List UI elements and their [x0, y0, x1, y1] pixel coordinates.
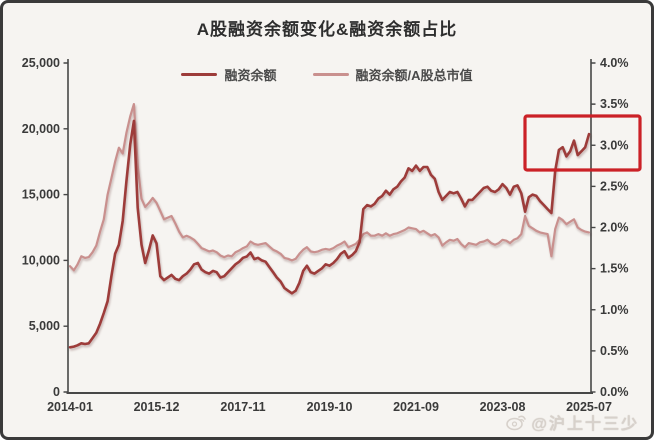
- watermark: @沪上十三少: [505, 410, 639, 434]
- right-axis-label: 4.0%: [600, 56, 629, 70]
- x-axis-label: 2014-01: [47, 400, 93, 414]
- x-axis-label: 2025-07: [566, 400, 612, 414]
- right-axis-label: 1.0%: [600, 303, 629, 317]
- weibo-icon: [506, 415, 527, 431]
- x-axis-label: 2015-12: [134, 400, 180, 414]
- x-axis-label: 2021-09: [393, 400, 439, 414]
- right-axis-label: 2.5%: [600, 179, 629, 193]
- series-line-margin-ratio: [68, 103, 591, 272]
- legend-label: 融资余额/A股总市值: [355, 68, 473, 83]
- right-axis-label: 3.0%: [600, 138, 629, 152]
- series-line-margin-balance: [68, 119, 591, 349]
- chart-title: A股融资余额变化&融资余额占比: [196, 20, 458, 39]
- annotation-highlight-box: [523, 114, 642, 172]
- legend-item-0: 融资余额: [181, 65, 277, 84]
- legend-item-1: 融资余额/A股总市值: [312, 65, 473, 84]
- legend: 融资余额 融资余额/A股总市值: [3, 65, 651, 84]
- x-axis-label: 2019-10: [307, 400, 353, 414]
- right-axis-label: 1.5%: [600, 262, 629, 276]
- left-axis-label: 25,000: [22, 56, 60, 70]
- left-axis-label: 20,000: [22, 122, 60, 136]
- left-axis-label: 0: [53, 385, 60, 399]
- left-axis-label: 10,000: [22, 253, 60, 267]
- left-axis-label: 15,000: [22, 188, 60, 202]
- right-axis-label: 2.0%: [600, 221, 629, 235]
- legend-swatch: [181, 72, 218, 77]
- right-axis-label: 3.5%: [600, 97, 629, 111]
- legend-label: 融资余额: [224, 68, 277, 83]
- x-axis-label: 2023-08: [480, 400, 526, 414]
- right-axis-label: 0.5%: [600, 344, 629, 358]
- legend-swatch: [312, 72, 349, 77]
- x-axis-label: 2017-11: [220, 400, 265, 414]
- left-axis-label: 5,000: [29, 319, 60, 333]
- right-axis-label: 0.0%: [600, 385, 629, 399]
- watermark-text: @沪上十三少: [531, 416, 639, 433]
- line-chart: 25,000 20,000 15,000 10,000 5,000 0 4.0% 3.5% 3.…: [22, 56, 642, 414]
